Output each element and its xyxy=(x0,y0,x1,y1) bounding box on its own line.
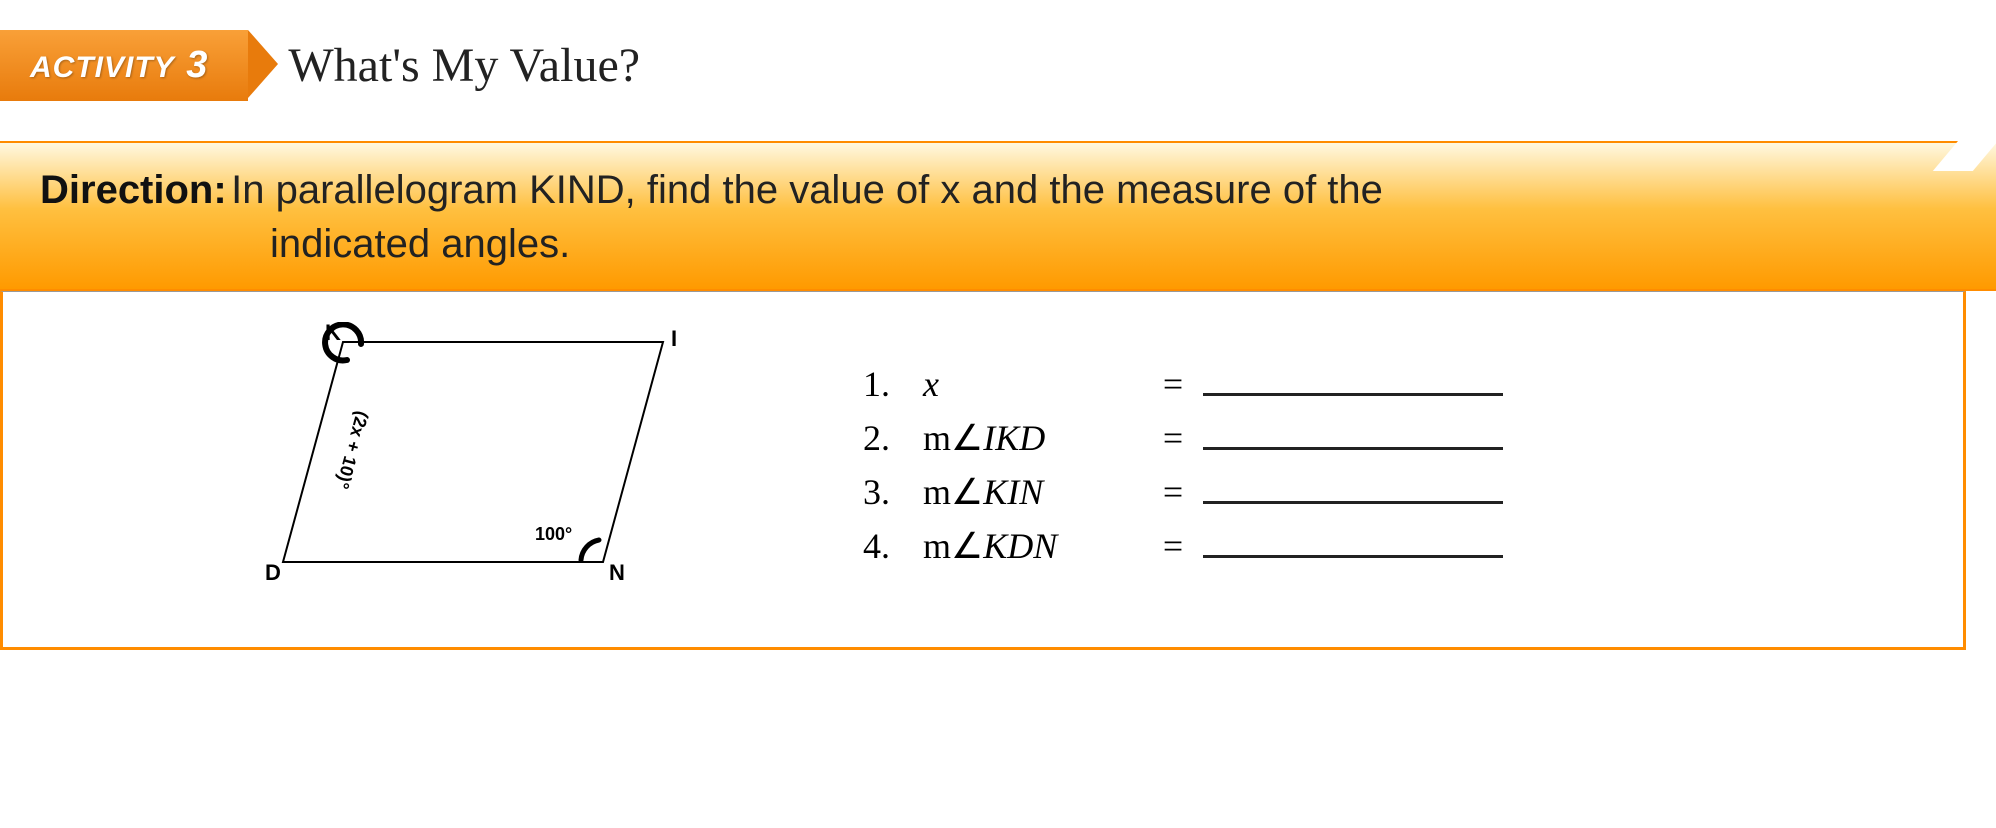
question-label: m∠KIN xyxy=(923,471,1143,513)
equals-sign: = xyxy=(1143,525,1203,567)
svg-text:100°: 100° xyxy=(535,524,572,544)
equals-sign: = xyxy=(1143,363,1203,405)
svg-text:D: D xyxy=(265,560,281,585)
activity-number: 3 xyxy=(186,44,208,86)
direction-text-line2: indicated angles. xyxy=(40,217,1936,271)
answer-blank[interactable] xyxy=(1203,368,1503,396)
question-label: m∠IKD xyxy=(923,417,1143,459)
question-number: 3. xyxy=(863,471,923,513)
parallelogram-diagram: K I N D (2x + 10)° 100° xyxy=(263,322,703,607)
content-row: K I N D (2x + 10)° 100° 1. x = 2. m∠IKD = 3. … xyxy=(43,322,1923,607)
question-number: 2. xyxy=(863,417,923,459)
svg-text:K: K xyxy=(325,322,341,345)
page-title: What's My Value? xyxy=(288,38,640,93)
equals-sign: = xyxy=(1143,417,1203,459)
question-row: 1. x = xyxy=(863,363,1503,405)
diagram-svg: K I N D (2x + 10)° 100° xyxy=(263,322,703,602)
svg-text:(2x + 10)°: (2x + 10)° xyxy=(332,409,372,491)
header-row: ACTIVITY 3 What's My Value? xyxy=(0,0,1996,121)
direction-text-line1: In parallelogram KIND, find the value of… xyxy=(231,168,1383,212)
question-number: 1. xyxy=(863,363,923,405)
question-label: x xyxy=(923,363,1143,405)
answer-blank[interactable] xyxy=(1203,530,1503,558)
activity-tag: ACTIVITY 3 xyxy=(0,30,248,101)
answer-blank[interactable] xyxy=(1203,476,1503,504)
question-row: 3. m∠KIN = xyxy=(863,471,1503,513)
question-label: m∠KDN xyxy=(923,525,1143,567)
svg-text:I: I xyxy=(671,326,677,351)
activity-label: ACTIVITY xyxy=(30,51,175,84)
question-number: 4. xyxy=(863,525,923,567)
direction-bar: Direction: In parallelogram KIND, find t… xyxy=(0,141,1996,291)
content-box: K I N D (2x + 10)° 100° 1. x = 2. m∠IKD = 3. … xyxy=(0,291,1966,650)
equals-sign: = xyxy=(1143,471,1203,513)
svg-text:N: N xyxy=(609,560,625,585)
question-row: 2. m∠IKD = xyxy=(863,417,1503,459)
questions-list: 1. x = 2. m∠IKD = 3. m∠KIN = 4. m∠KDN = xyxy=(863,351,1503,579)
question-row: 4. m∠KDN = xyxy=(863,525,1503,567)
direction-label: Direction: xyxy=(40,168,227,212)
answer-blank[interactable] xyxy=(1203,422,1503,450)
